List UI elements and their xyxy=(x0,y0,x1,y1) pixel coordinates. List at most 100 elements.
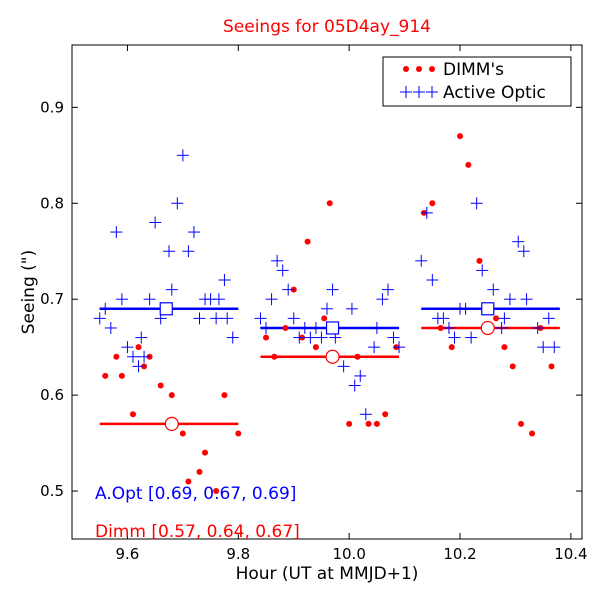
point-dimm-41 xyxy=(518,420,525,427)
point-aopt-39 xyxy=(315,331,328,344)
point-dimm-12 xyxy=(202,449,209,456)
point-aopt-8 xyxy=(135,331,148,344)
point-aopt-58 xyxy=(437,312,450,325)
point-aopt-26 xyxy=(221,312,234,325)
point-aopt-49 xyxy=(370,321,383,334)
point-aopt-6 xyxy=(126,350,139,363)
point-aopt-20 xyxy=(193,312,206,325)
point-aopt-31 xyxy=(271,254,284,267)
point-aopt-51 xyxy=(381,283,394,296)
point-aopt-66 xyxy=(487,283,500,296)
point-aopt-46 xyxy=(354,369,367,382)
point-dimm-16 xyxy=(263,334,270,341)
legend-dimm-marker-1 xyxy=(416,66,422,72)
point-dimm-13 xyxy=(213,488,220,495)
legend-aopt-marker-2 xyxy=(426,86,438,98)
point-aopt-0 xyxy=(93,312,106,325)
point-aopt-27 xyxy=(226,331,239,344)
point-dimm-2 xyxy=(118,372,125,379)
point-aopt-50 xyxy=(376,293,389,306)
point-dimm-25 xyxy=(346,420,353,427)
point-aopt-70 xyxy=(512,235,525,248)
point-dimm-27 xyxy=(365,420,372,427)
point-dimm-1 xyxy=(113,353,120,360)
point-aopt-74 xyxy=(537,341,550,354)
point-aopt-38 xyxy=(309,321,322,334)
point-dimm-10 xyxy=(185,478,192,485)
legend-aopt-marker-0 xyxy=(400,86,412,98)
point-dimm-28 xyxy=(373,420,380,427)
point-aopt-19 xyxy=(187,226,200,239)
point-dimm-0 xyxy=(102,372,109,379)
y-axis-label: Seeing (") xyxy=(19,250,39,335)
x-tick-label-4: 10.4 xyxy=(554,545,587,563)
point-aopt-48 xyxy=(368,341,381,354)
point-aopt-30 xyxy=(265,293,278,306)
point-aopt-75 xyxy=(542,312,555,325)
point-aopt-71 xyxy=(517,245,530,258)
point-dimm-35 xyxy=(457,133,464,140)
point-aopt-67 xyxy=(495,321,508,334)
point-dimm-40 xyxy=(509,363,516,370)
point-aopt-54 xyxy=(415,254,428,267)
point-aopt-23 xyxy=(210,312,223,325)
point-aopt-2 xyxy=(104,321,117,334)
point-dimm-15 xyxy=(235,430,242,437)
legend-dimm-marker-0 xyxy=(403,66,409,72)
point-aopt-45 xyxy=(348,379,361,392)
point-aopt-44 xyxy=(345,302,358,315)
point-dimm-21 xyxy=(304,238,311,245)
point-dimm-11 xyxy=(196,468,203,475)
point-aopt-56 xyxy=(426,274,439,287)
point-aopt-29 xyxy=(260,321,273,334)
point-aopt-24 xyxy=(212,293,225,306)
point-aopt-14 xyxy=(163,245,176,258)
point-aopt-34 xyxy=(287,312,300,325)
point-dimm-3 xyxy=(129,411,136,418)
chart-title: Seeings for 05D4ay_914 xyxy=(223,17,431,37)
point-aopt-68 xyxy=(498,312,511,325)
y-tick-label-3: 0.8 xyxy=(40,194,64,212)
point-dimm-38 xyxy=(493,315,500,322)
point-aopt-35 xyxy=(293,331,306,344)
point-aopt-73 xyxy=(531,321,544,334)
point-aopt-18 xyxy=(182,245,195,258)
point-dimm-29 xyxy=(382,411,389,418)
point-aopt-9 xyxy=(138,350,151,363)
point-aopt-62 xyxy=(459,302,472,315)
point-aopt-55 xyxy=(420,206,433,219)
mean-marker-dimm-4 xyxy=(325,349,340,364)
point-dimm-4 xyxy=(135,344,142,351)
point-aopt-7 xyxy=(132,360,145,373)
x-tick-label-3: 10.2 xyxy=(443,545,476,563)
point-aopt-43 xyxy=(337,360,350,373)
point-aopt-5 xyxy=(121,341,134,354)
point-aopt-11 xyxy=(149,216,162,229)
annotation-dimm-means: Dimm [0.57, 0.64, 0.67] xyxy=(95,522,300,542)
y-tick-label-0: 0.5 xyxy=(40,482,64,500)
point-dimm-37 xyxy=(476,257,483,264)
y-tick-label-2: 0.7 xyxy=(40,290,64,308)
legend-dimm-marker-2 xyxy=(429,66,435,72)
point-dimm-33 xyxy=(437,324,444,331)
point-aopt-17 xyxy=(176,149,189,162)
legend-label-dimm: DIMM's xyxy=(443,60,504,80)
mean-marker-dimm-3 xyxy=(164,416,179,431)
x-axis-label: Hour (UT at MMJD+1) xyxy=(236,564,419,584)
point-dimm-34 xyxy=(448,344,455,351)
point-aopt-65 xyxy=(476,264,489,277)
point-dimm-42 xyxy=(529,430,536,437)
y-tick-label-1: 0.6 xyxy=(40,386,64,404)
point-dimm-9 xyxy=(179,430,186,437)
point-dimm-8 xyxy=(168,392,175,399)
mean-marker-aopt-0 xyxy=(159,302,173,316)
point-aopt-76 xyxy=(548,341,561,354)
x-tick-label-0: 9.6 xyxy=(116,545,140,563)
mean-marker-aopt-1 xyxy=(325,321,340,335)
point-aopt-33 xyxy=(282,283,295,296)
point-aopt-60 xyxy=(448,331,461,344)
point-aopt-53 xyxy=(393,341,406,354)
point-dimm-26 xyxy=(354,353,361,360)
point-dimm-7 xyxy=(157,382,164,389)
point-aopt-41 xyxy=(326,283,339,296)
